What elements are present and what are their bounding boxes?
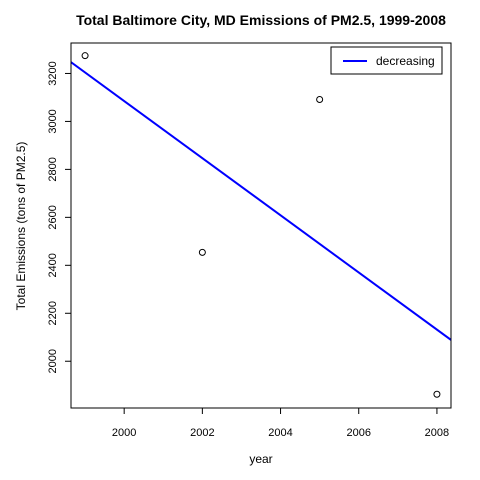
x-tick-label-2000: 2000 — [112, 427, 136, 439]
data-point-2005 — [316, 96, 324, 104]
trend-line-decreasing — [71, 61, 451, 341]
data-point-1999 — [81, 52, 89, 60]
x-tick-label-2004: 2004 — [268, 427, 292, 439]
legend-label-decreasing: decreasing — [376, 54, 435, 68]
legend: decreasing — [330, 46, 443, 75]
x-axis-label: year — [249, 452, 272, 466]
y-tick-label-2600: 2600 — [47, 205, 59, 229]
y-tick-label-2200: 2200 — [47, 301, 59, 325]
plot-frame — [70, 42, 452, 409]
y-tick-label-3200: 3200 — [47, 61, 59, 85]
y-tick-label-3000: 3000 — [47, 109, 59, 133]
y-tick-label-2000: 2000 — [47, 349, 59, 373]
x-tick-label-2006: 2006 — [346, 427, 370, 439]
chart-title: Total Baltimore City, MD Emissions of PM… — [76, 12, 446, 28]
data-point-2008 — [433, 390, 441, 398]
y-tick-label-2400: 2400 — [47, 253, 59, 277]
data-point-2002 — [198, 248, 206, 256]
x-tick-label-2008: 2008 — [425, 427, 449, 439]
x-tick-label-2002: 2002 — [190, 427, 214, 439]
y-axis-label: Total Emissions (tons of PM2.5) — [14, 142, 28, 311]
y-tick-label-2800: 2800 — [47, 157, 59, 181]
